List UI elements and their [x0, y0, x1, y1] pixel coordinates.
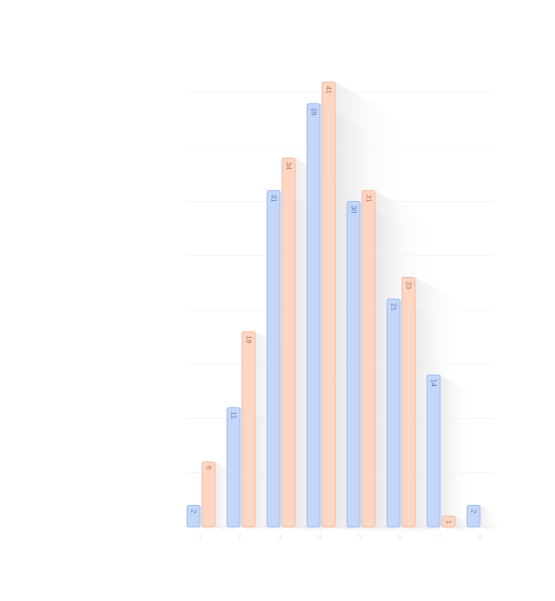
bar-series-1-category-4 [306, 103, 321, 528]
bar-series-1-category-8 [466, 504, 481, 528]
data-label: 2 [470, 509, 477, 513]
x-tick-label: 3 [278, 534, 282, 541]
data-label: 1 [445, 520, 452, 524]
bar-shadow [440, 375, 479, 535]
data-label: 41 [325, 86, 332, 94]
bars [186, 81, 481, 528]
x-tick-label: 1 [198, 534, 202, 541]
bar-series-2-category-2 [241, 331, 256, 528]
bar-series-1-category-5 [346, 200, 361, 528]
bar-series-1-category-6 [386, 298, 401, 528]
bar-series-2-category-1 [201, 461, 216, 528]
data-label: 31 [365, 195, 372, 203]
bar-series-2-category-6 [401, 276, 416, 528]
data-label: 21 [390, 303, 397, 311]
x-tick-label: 6 [398, 534, 402, 541]
bar-shadow [455, 516, 477, 535]
data-label: 11 [230, 412, 237, 419]
bar-series-2-category-5 [361, 190, 376, 528]
bar-series-2-category-4 [321, 81, 336, 528]
data-label: 18 [245, 336, 252, 344]
bar-shadow [480, 505, 503, 535]
bar-series-2-category-3 [281, 157, 296, 528]
bar-series-1-category-1 [186, 504, 201, 528]
value-labels: 2 6 11 18 31 34 39 41 30 31 21 23 14 1 2 [190, 86, 477, 524]
data-label: 2 [190, 509, 197, 513]
bar-series-1-category-3 [266, 190, 281, 528]
data-label: 34 [285, 162, 292, 170]
data-label: 30 [350, 205, 357, 213]
x-tick-label: 4 [318, 534, 322, 541]
bar-series-2-category-7 [441, 515, 456, 528]
data-label: 39 [310, 108, 317, 116]
data-label: 23 [405, 281, 412, 289]
x-tick-label: 7 [438, 534, 442, 541]
bar-series-1-category-7 [426, 374, 441, 528]
bar-series-1-category-2 [226, 407, 241, 528]
x-tick-label: 2 [238, 534, 242, 541]
x-axis-ticks: 1 2 3 4 5 6 7 8 [198, 534, 482, 541]
x-tick-label: 5 [358, 534, 362, 541]
data-label: 6 [205, 466, 212, 470]
data-label: 14 [430, 379, 437, 387]
data-label: 31 [270, 195, 277, 203]
x-tick-label: 8 [478, 534, 482, 541]
